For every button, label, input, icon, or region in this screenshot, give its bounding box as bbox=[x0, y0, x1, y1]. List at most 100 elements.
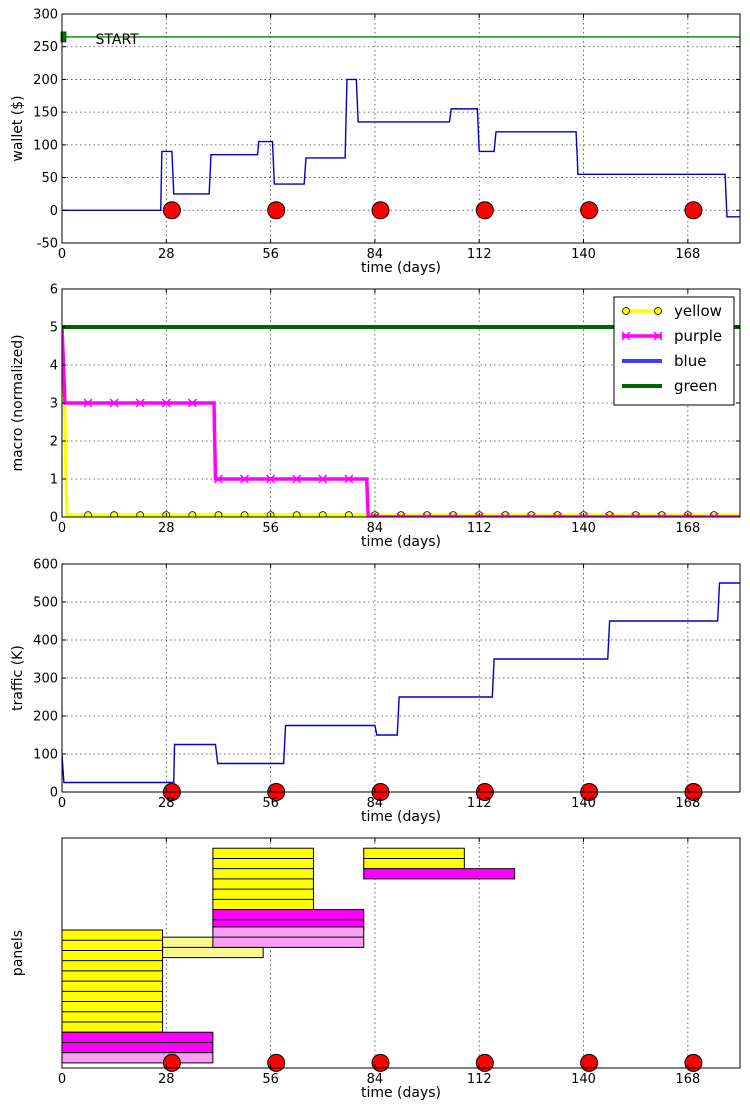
macro-marker-purple bbox=[683, 512, 693, 517]
traffic-ytick-label: 400 bbox=[33, 634, 58, 649]
macro-marker-purple bbox=[161, 398, 171, 408]
panels-xtick-label: 28 bbox=[158, 1072, 175, 1087]
macro-marker-purple bbox=[396, 512, 406, 517]
macro-marker-purple bbox=[266, 474, 276, 484]
wallet-event-dot bbox=[684, 201, 703, 220]
wallet-xtick-label: 0 bbox=[58, 247, 66, 262]
macro-marker-purple bbox=[709, 512, 719, 517]
macro-xtick-label: 112 bbox=[467, 521, 492, 536]
macro-ytick-label: 0 bbox=[50, 511, 58, 526]
wallet-ytick-label: -50 bbox=[37, 237, 58, 252]
macro-legend-label-blue: blue bbox=[674, 352, 706, 370]
panels-data-region bbox=[62, 838, 689, 1068]
wallet-xtick-label: 28 bbox=[158, 247, 175, 262]
panels-event-dot bbox=[267, 1053, 286, 1072]
wallet-xtick-label: 140 bbox=[571, 247, 596, 262]
macro-ylabel: macro (normalized) bbox=[10, 334, 26, 471]
macro-ytick-label: 5 bbox=[50, 321, 58, 336]
macro-marker-purple bbox=[240, 474, 250, 484]
macro-marker-yellow bbox=[240, 511, 249, 517]
macro-marker-yellow bbox=[110, 511, 119, 517]
macro-marker-purple bbox=[631, 512, 641, 517]
wallet-axes-frame bbox=[61, 13, 741, 244]
traffic-ylabel: traffic (K) bbox=[10, 645, 26, 711]
macro-xtick-label: 56 bbox=[262, 521, 279, 536]
macro-xtick-label: 168 bbox=[675, 521, 700, 536]
traffic-xtick-label: 140 bbox=[571, 796, 596, 811]
wallet-start-marker bbox=[60, 31, 67, 43]
macro-xtick-label: 84 bbox=[367, 521, 384, 536]
macro-xtick-label: 28 bbox=[158, 521, 175, 536]
macro-marker-purple bbox=[500, 512, 510, 517]
panels-block bbox=[363, 868, 516, 880]
wallet-xtick-label: 112 bbox=[467, 247, 492, 262]
traffic-xtick-label: 56 bbox=[262, 796, 279, 811]
traffic-ytick-label: 600 bbox=[33, 558, 58, 573]
macro-marker-purple bbox=[370, 512, 380, 517]
macro-legend-label-green: green bbox=[674, 377, 717, 395]
traffic-ytick-label: 0 bbox=[50, 786, 58, 801]
macro-marker-yellow bbox=[136, 511, 145, 517]
traffic-xtick-label: 84 bbox=[367, 796, 384, 811]
panels-plot: 0 28 56 84 112 140 168 time (days) panels bbox=[10, 837, 741, 1101]
wallet-annotation-start: START bbox=[96, 32, 140, 48]
traffic-data-region bbox=[62, 564, 740, 792]
wallet-ytick-label: 150 bbox=[33, 106, 58, 121]
panels-event-dot bbox=[162, 1053, 181, 1072]
wallet-xtick-label: 84 bbox=[367, 247, 384, 262]
macro-marker-purple bbox=[422, 512, 432, 517]
macro-marker-purple bbox=[292, 474, 302, 484]
macro-ytick-label: 4 bbox=[50, 359, 58, 374]
traffic-xtick-label: 112 bbox=[467, 796, 492, 811]
traffic-ytick-label: 500 bbox=[33, 596, 58, 611]
wallet-event-dot bbox=[475, 201, 494, 220]
traffic-xlabel: time (days) bbox=[361, 809, 441, 825]
macro-marker-purple bbox=[526, 512, 536, 517]
traffic-ytick-label: 100 bbox=[33, 748, 58, 763]
traffic-xtick-label: 28 bbox=[158, 796, 175, 811]
macro-marker-yellow bbox=[344, 511, 353, 517]
macro-marker-purple bbox=[605, 512, 615, 517]
wallet-ytick-label: 100 bbox=[33, 138, 58, 153]
panels-event-dot bbox=[684, 1053, 703, 1072]
macro-legend-label-purple: purple bbox=[674, 327, 722, 345]
macro-marker-purple bbox=[344, 474, 354, 484]
traffic-series-line bbox=[62, 582, 740, 784]
macro-marker-purple bbox=[579, 512, 589, 517]
macro-marker-yellow bbox=[214, 511, 223, 517]
macro-xtick-label: 0 bbox=[58, 521, 66, 536]
traffic-xtick-label: 0 bbox=[58, 796, 66, 811]
traffic-ytick-label: 200 bbox=[33, 710, 58, 725]
macro-xlabel: time (days) bbox=[361, 534, 441, 550]
macro-xtick-label: 140 bbox=[571, 521, 596, 536]
macro-marker-purple bbox=[213, 474, 223, 484]
macro-marker-purple bbox=[109, 398, 119, 408]
wallet-ylabel: wallet ($) bbox=[10, 95, 26, 161]
panels-xtick-label: 0 bbox=[58, 1072, 66, 1087]
macro-marker-yellow bbox=[292, 511, 301, 517]
macro-marker-yellow bbox=[84, 511, 92, 517]
panels-xtick-label: 56 bbox=[262, 1072, 279, 1087]
panels-event-dot bbox=[475, 1053, 494, 1072]
wallet-xlabel: time (days) bbox=[361, 260, 441, 276]
panels-xtick-label: 112 bbox=[467, 1072, 492, 1087]
wallet-event-dot bbox=[267, 201, 286, 220]
macro-marker-purple bbox=[448, 512, 458, 517]
wallet-xtick-label: 56 bbox=[262, 247, 279, 262]
macro-marker-yellow bbox=[188, 511, 197, 517]
macro-legend-marker-purple bbox=[621, 331, 631, 341]
panels-xtick-label: 140 bbox=[571, 1072, 596, 1087]
panels-event-dot bbox=[371, 1053, 390, 1072]
macro-legend-marker-yellow bbox=[622, 307, 630, 315]
panels-axes-frame bbox=[61, 837, 741, 1069]
panels-xtick-label: 168 bbox=[675, 1072, 700, 1087]
macro-legend-label-yellow: yellow bbox=[674, 302, 722, 320]
wallet-plot: 0 28 56 84 112 140 168-50050100150200250300tim… bbox=[10, 8, 741, 276]
macro-ytick-label: 3 bbox=[50, 397, 58, 412]
macro-ytick-label: 2 bbox=[50, 435, 58, 450]
wallet-ytick-label: 200 bbox=[33, 73, 58, 88]
wallet-event-dot bbox=[371, 201, 390, 220]
macro-ytick-label: 1 bbox=[50, 473, 58, 488]
